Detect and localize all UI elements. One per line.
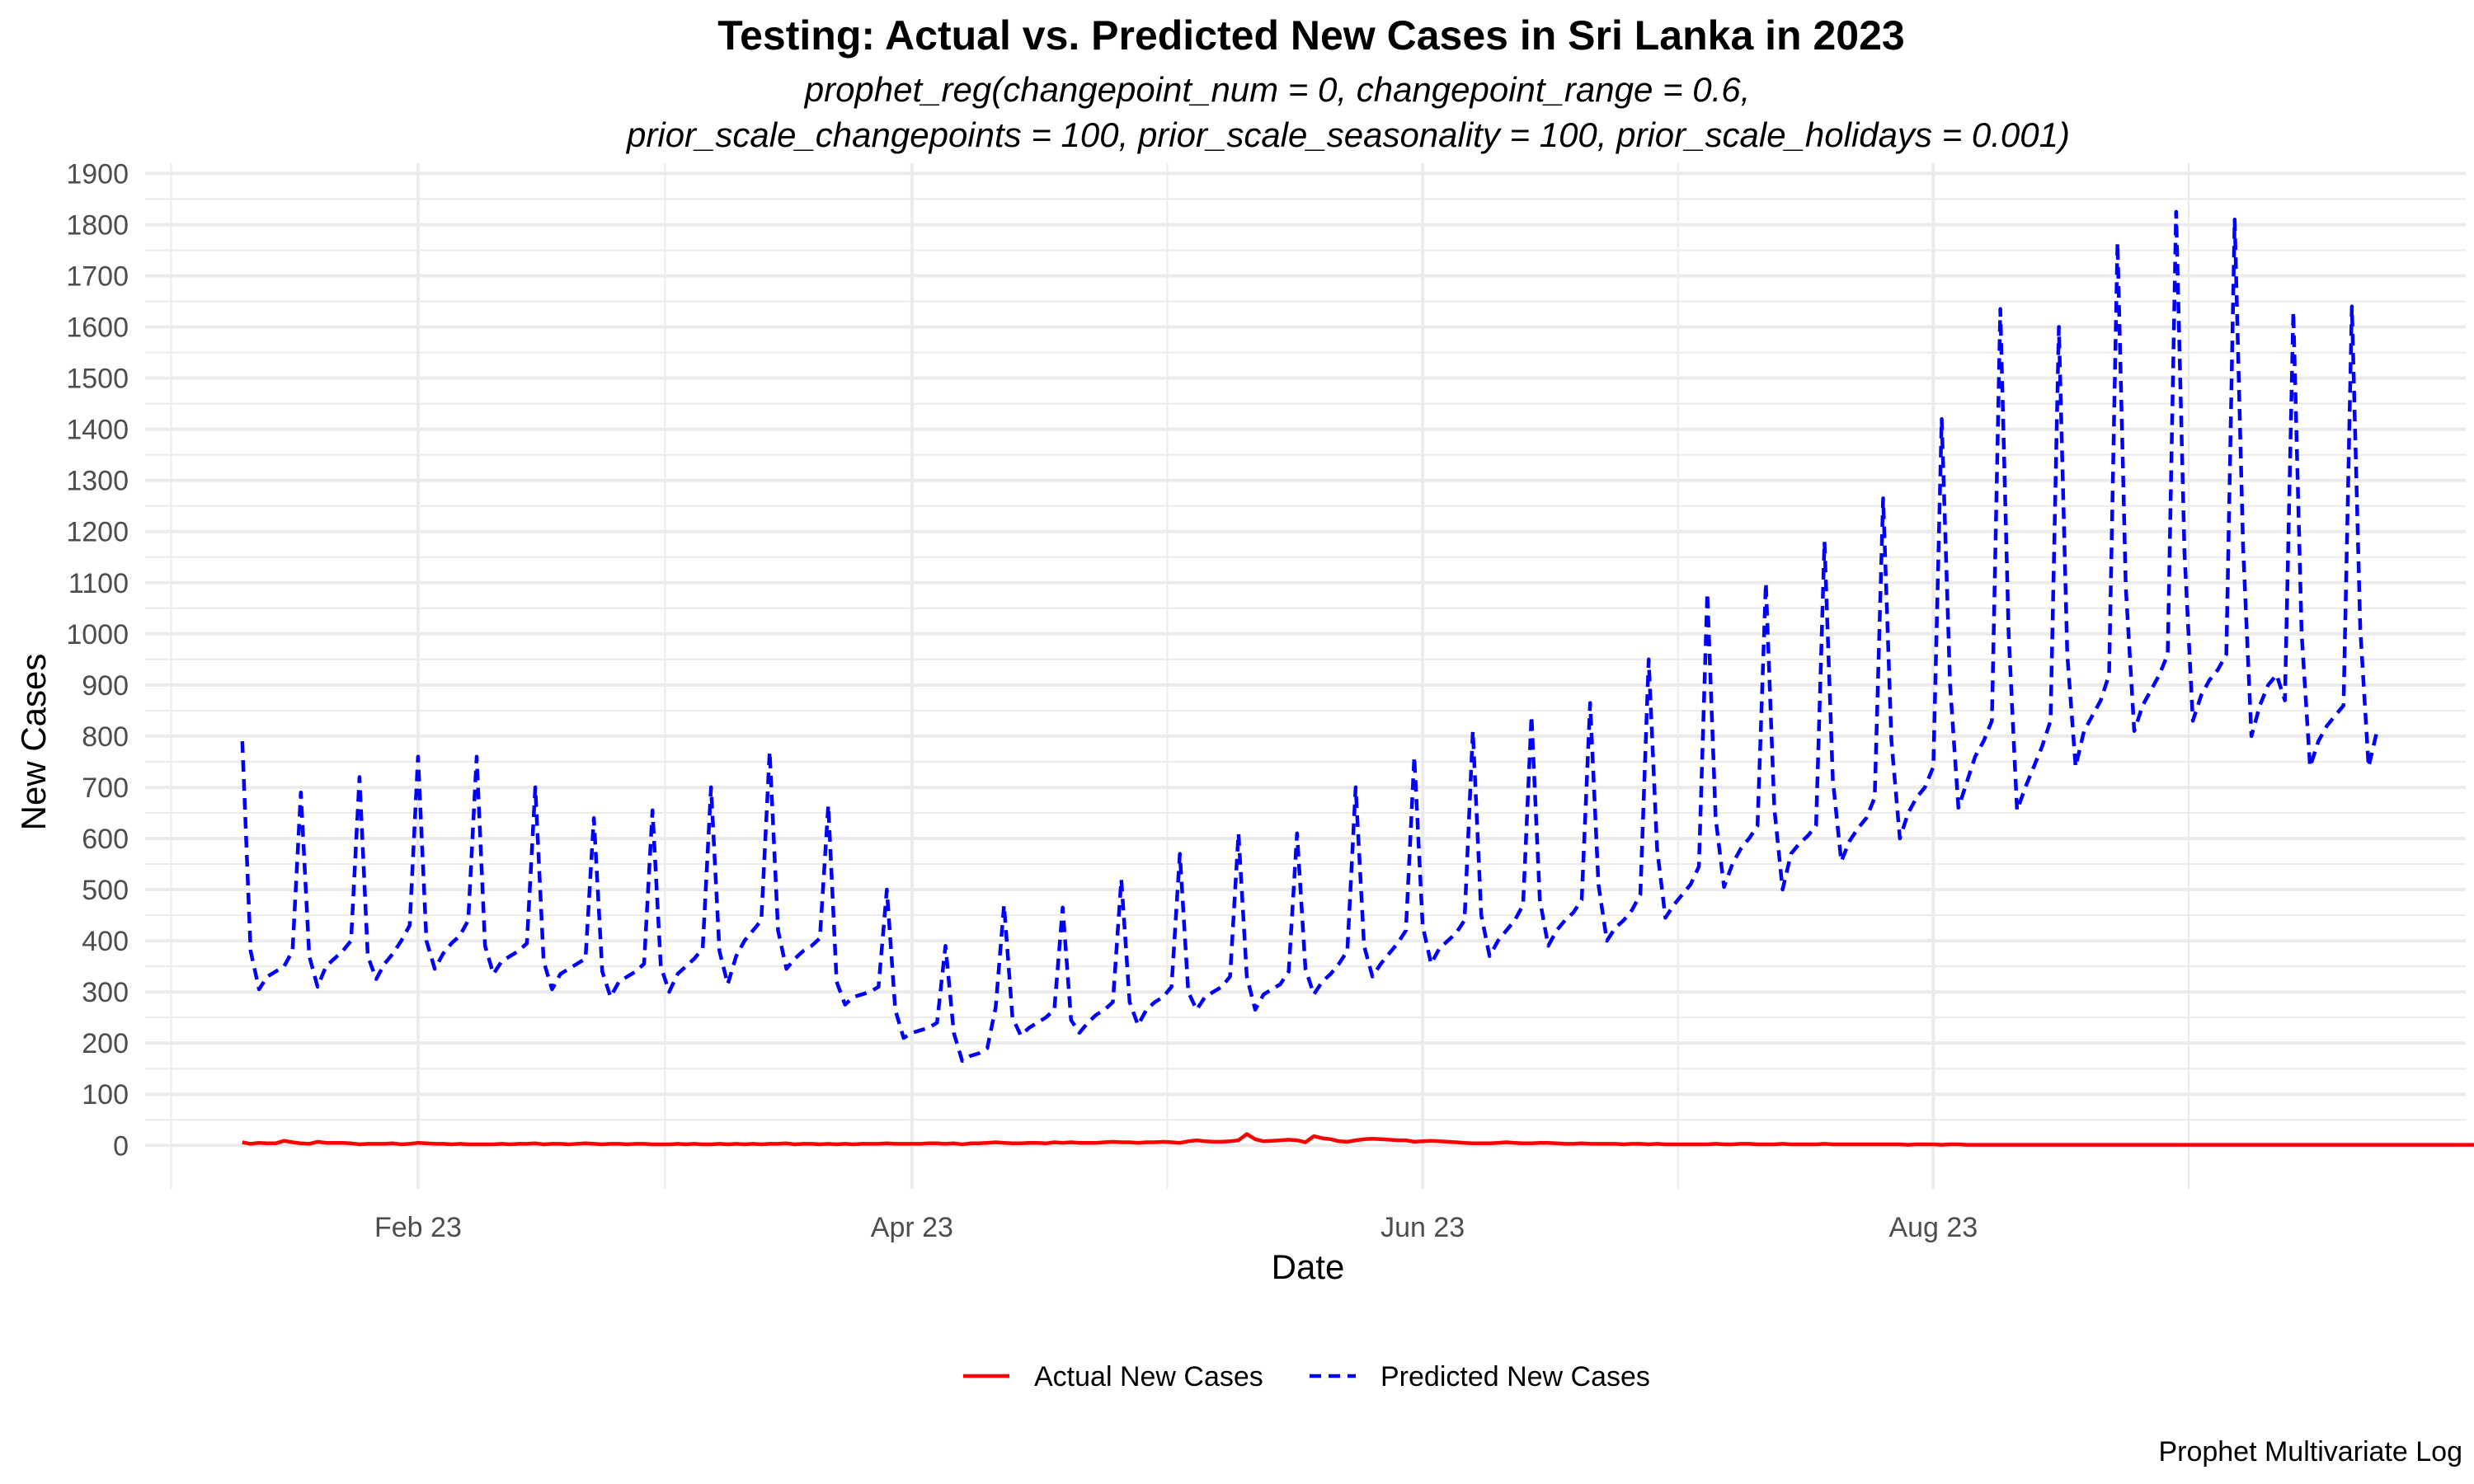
y-tick-label: 500: [82, 875, 129, 906]
y-tick-label: 400: [82, 926, 129, 957]
y-axis-title: New Cases: [14, 654, 53, 831]
predicted-new-cases-line: [240, 209, 2379, 1064]
x-tick-label: Aug 23: [1888, 1212, 1978, 1243]
chart-caption: Prophet Multivariate Log: [2158, 1436, 2462, 1468]
y-tick-label: 1400: [66, 415, 129, 446]
y-tick-label: 100: [82, 1079, 129, 1111]
y-tick-label: 900: [82, 670, 129, 702]
x-axis-tick-labels: Feb 23 Apr 23 Jun 23 Aug 23: [374, 1212, 1978, 1243]
y-tick-label: 300: [82, 977, 129, 1008]
y-tick-label: 600: [82, 824, 129, 855]
actual-new-cases-line: [242, 1132, 2474, 1147]
y-tick-label: 200: [82, 1028, 129, 1059]
x-axis-title: Date: [1272, 1247, 1345, 1286]
y-tick-label: 1500: [66, 364, 129, 395]
y-tick-label: 700: [82, 773, 129, 804]
y-tick-label: 1900: [66, 158, 129, 190]
y-tick-label: 1100: [68, 568, 129, 599]
y-tick-label: 1200: [66, 517, 129, 548]
chart-title: Testing: Actual vs. Predicted New Cases …: [717, 12, 1904, 59]
chart-subtitle-line-2: prior_scale_changepoints = 100, prior_sc…: [625, 115, 2070, 154]
legend-label-predicted: Predicted New Cases: [1380, 1361, 1650, 1392]
y-tick-label: 800: [82, 721, 129, 753]
x-tick-label: Apr 23: [871, 1212, 953, 1243]
chart-subtitle-line-1: prophet_reg(changepoint_num = 0, changep…: [803, 70, 1751, 109]
grid-lines: [145, 163, 2466, 1189]
y-tick-label: 1300: [66, 466, 129, 497]
y-tick-label: 0: [113, 1130, 129, 1162]
y-tick-label: 1600: [66, 312, 129, 344]
y-tick-label: 1700: [66, 261, 129, 292]
series-lines: [240, 209, 2474, 1147]
legend-label-actual: Actual New Cases: [1034, 1361, 1263, 1392]
x-tick-label: Jun 23: [1380, 1212, 1465, 1243]
y-axis-tick-labels: 0 100 200 300 400 500 600 700 800 900 1000 1100 1200…: [66, 158, 129, 1162]
x-tick-label: Feb 23: [374, 1212, 462, 1243]
legend: Actual New Cases Predicted New Cases: [963, 1361, 1650, 1392]
y-tick-label: 1800: [66, 209, 129, 241]
y-tick-label: 1000: [66, 619, 129, 650]
